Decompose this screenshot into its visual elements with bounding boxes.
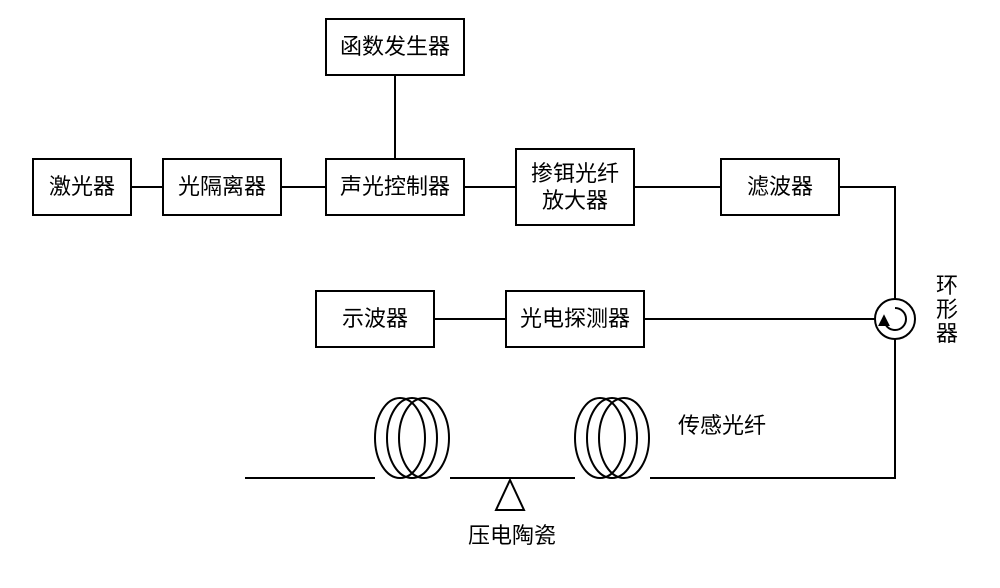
diagram-wires bbox=[0, 0, 1000, 588]
diagram-canvas: 函数发生器 激光器 光隔离器 声光控制器 掺铒光纤 放大器 滤波器 示波器 光电… bbox=[0, 0, 1000, 588]
fiber-coil-icon bbox=[375, 398, 449, 478]
fiber-coil-icon bbox=[575, 398, 649, 478]
